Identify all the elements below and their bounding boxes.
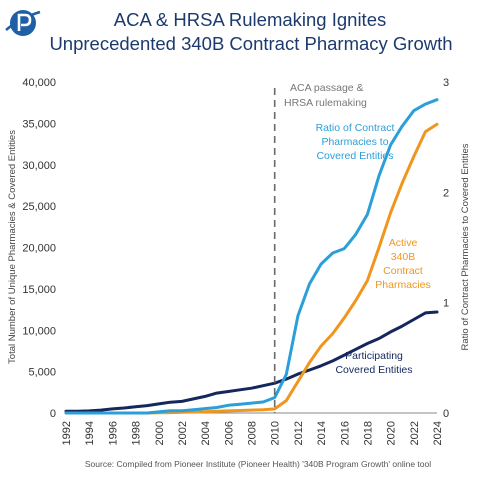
y-tick-label: 40,000	[22, 77, 56, 89]
y-tick-label: 10,000	[22, 325, 56, 337]
series-line-1	[64, 310, 439, 413]
x-tick-label: 1996	[107, 421, 119, 445]
y2-tick-label: 2	[443, 187, 449, 199]
x-tick-label: 2008	[247, 421, 259, 445]
chart-title-line-1: ACA & HRSA Rulemaking Ignites	[114, 9, 387, 30]
y2-tick-label: 3	[443, 77, 449, 89]
aca-annotation-line-1: ACA passage &	[290, 82, 364, 94]
x-tick-label: 2024	[432, 421, 444, 445]
y2-tick-label: 1	[443, 298, 449, 310]
x-tick-label: 2000	[154, 421, 166, 445]
ratio-annotation: Ratio of Contract Pharmacies to Covered …	[316, 122, 395, 162]
y-tick-label: 30,000	[22, 160, 56, 172]
series-group	[64, 98, 439, 415]
y-axis-ticks: 0 5,000 10,000 15,000 20,000 25,000 30,000 35,0…	[22, 77, 56, 420]
y-tick-label: 5,000	[28, 367, 56, 379]
y2-axis-label: Ratio of Contract Pharmacies to Covered …	[460, 143, 471, 350]
pioneer-logo	[5, 10, 41, 36]
x-tick-label: 2014	[316, 421, 328, 445]
participating-annotation: Participating Covered Entities	[335, 350, 412, 376]
x-axis-ticks: 1992 1994 1996 1998 2000 2002 2004 2006 2008 2010…	[61, 421, 444, 445]
y2-tick-label: 0	[443, 408, 449, 420]
x-tick-label: 2022	[409, 421, 421, 445]
ratio-annotation-line-1: Ratio of Contract	[316, 122, 395, 134]
x-tick-label: 2020	[386, 421, 398, 445]
aca-annotation: ACA passage & HRSA rulemaking	[284, 82, 367, 109]
logo-letter-p	[17, 13, 32, 31]
y-tick-label: 25,000	[22, 201, 56, 213]
ratio-annotation-line-2: Pharmacies to	[321, 136, 388, 148]
participating-annotation-line-2: Covered Entities	[335, 364, 412, 376]
y-axis-label: Total Number of Unique Pharmacies & Cove…	[7, 130, 18, 364]
x-tick-label: 1998	[131, 421, 143, 445]
series-line-3	[64, 98, 439, 415]
x-tick-label: 1992	[61, 421, 73, 445]
y-tick-label: 0	[50, 408, 56, 420]
x-tick-label: 2006	[223, 421, 235, 445]
y-tick-label: 15,000	[22, 284, 56, 296]
y-tick-label: 20,000	[22, 243, 56, 255]
ratio-annotation-line-3: Covered Entities	[316, 150, 393, 162]
x-tick-label: 1994	[84, 421, 96, 445]
x-tick-label: 2016	[339, 421, 351, 445]
participating-annotation-line-1: Participating	[345, 350, 403, 362]
active-annotation-line-4: Pharmacies	[375, 279, 430, 291]
source-note: Source: Compiled from Pioneer Institute …	[85, 459, 431, 469]
active-annotation: Active 340B Contract Pharmacies	[375, 237, 430, 291]
x-tick-label: 2012	[293, 421, 305, 445]
logo-swoosh	[5, 10, 41, 31]
x-tick-label: 2010	[270, 421, 282, 445]
x-tick-label: 2018	[362, 421, 374, 445]
y-tick-label: 35,000	[22, 118, 56, 130]
active-annotation-line-2: 340B	[391, 251, 416, 263]
chart-title-line-2: Unprecedented 340B Contract Pharmacy Gro…	[49, 33, 452, 54]
aca-annotation-line-2: HRSA rulemaking	[284, 97, 367, 109]
x-tick-label: 2002	[177, 421, 189, 445]
x-tick-label: 2004	[200, 421, 212, 445]
y2-axis-ticks: 0 1 2 3	[443, 77, 449, 420]
active-annotation-line-3: Contract	[383, 265, 423, 277]
active-annotation-line-1: Active	[389, 237, 418, 249]
